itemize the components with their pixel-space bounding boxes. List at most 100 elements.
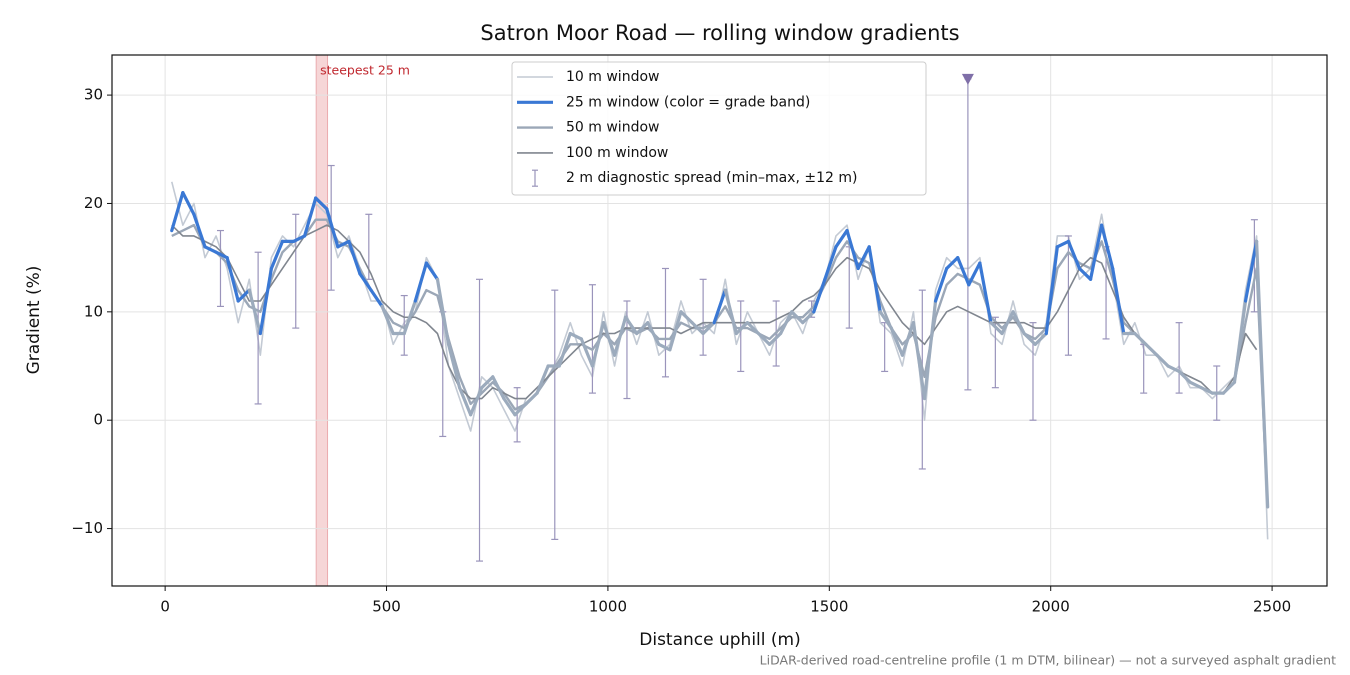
y-tick-label: 20 (84, 194, 103, 212)
legend-label: 100 m window (566, 145, 668, 161)
band-segment (889, 326, 904, 357)
band-segment (446, 342, 462, 390)
band-segment (502, 396, 517, 417)
band-segment (734, 321, 749, 336)
band-segment (457, 386, 473, 417)
band-segment (325, 207, 340, 249)
error-bar (1140, 343, 1148, 394)
band-segment (170, 191, 185, 233)
band-segment (469, 386, 484, 417)
span-label: steepest 25 m (320, 63, 410, 78)
band-segment (1243, 239, 1259, 303)
band-segment (435, 277, 451, 346)
band-segment (922, 299, 938, 401)
band-segment (568, 331, 583, 341)
band-segment (989, 321, 1004, 336)
band-segment (1033, 331, 1048, 346)
band-segment (1077, 266, 1093, 281)
band-segment (347, 239, 362, 276)
band-segment (723, 288, 738, 336)
error-bar (737, 300, 745, 373)
band-segment (1100, 223, 1115, 271)
band-segment (668, 310, 683, 352)
band-segment (1166, 364, 1181, 374)
band-segment (967, 261, 982, 287)
band-segment (635, 321, 650, 336)
band-segment (480, 375, 495, 390)
band-segment (1199, 386, 1214, 395)
band-segment (756, 331, 772, 346)
y-tick-label: −10 (71, 519, 103, 537)
band-segment (369, 288, 384, 309)
band-segment (314, 196, 329, 211)
band-segment (590, 321, 606, 368)
band-segment (557, 331, 572, 368)
band-segment (1111, 266, 1126, 336)
band-segment (856, 245, 871, 271)
band-segment (790, 310, 805, 325)
band-segment (225, 256, 240, 303)
band-segment (812, 277, 827, 314)
band-segment (181, 191, 196, 216)
legend-label: 50 m window (566, 120, 659, 136)
x-tick-label: 2500 (1253, 598, 1291, 616)
y-axis-label: Gradient (%) (24, 266, 44, 375)
band-segment (1022, 331, 1037, 346)
band-segment (834, 228, 849, 249)
error-bar (699, 278, 707, 356)
band-segment (413, 261, 428, 303)
band-segment (247, 288, 262, 336)
legend-label: 25 m window (color = grade band) (566, 94, 810, 110)
band-segment (878, 310, 893, 330)
band-segment (535, 364, 550, 395)
x-tick-label: 1000 (589, 598, 627, 616)
error-bar (551, 289, 559, 541)
highlight-span (315, 54, 329, 587)
band-segment (203, 245, 218, 254)
band-segment (1232, 299, 1248, 384)
band-segment (258, 266, 274, 336)
error-bar (476, 278, 484, 562)
band-segment (978, 261, 993, 325)
band-segment (402, 299, 417, 336)
x-tick-label: 0 (160, 598, 170, 616)
legend: 10 m window 25 m window (color = grade ba… (511, 61, 927, 196)
error-bar (964, 78, 972, 391)
band-segment (358, 272, 373, 292)
spike-marker (961, 73, 974, 85)
band-segment (690, 321, 705, 336)
band-segment (601, 321, 617, 357)
band-segment (767, 331, 783, 346)
band-segment (513, 402, 528, 417)
band-segment (1055, 239, 1071, 249)
band-segment (945, 256, 960, 271)
band-segment (801, 310, 816, 325)
error-bar (292, 213, 300, 329)
band-segment (779, 310, 794, 336)
band-segment (646, 321, 661, 346)
y-tick-label: 30 (84, 86, 103, 104)
error-bar (661, 267, 669, 378)
band-segment (956, 256, 971, 287)
plot-frame (111, 54, 1328, 587)
band-segment (491, 375, 506, 401)
band-segment (1000, 310, 1015, 336)
legend-label: 10 m window (566, 69, 659, 85)
band-segment (192, 212, 207, 249)
band-segment (1144, 342, 1159, 357)
error-bar (1250, 219, 1258, 313)
band-segment (1133, 331, 1148, 346)
band-segment (380, 304, 395, 336)
band-segment (303, 196, 318, 238)
band-segment (1066, 239, 1082, 271)
band-segment (579, 337, 595, 368)
error-bar (216, 229, 224, 308)
band-segment (1221, 380, 1237, 395)
band-segment (845, 228, 860, 271)
x-tick-label: 1500 (810, 598, 848, 616)
band-segment (214, 250, 229, 260)
x-tick-label: 500 (372, 598, 401, 616)
band-segment (1177, 369, 1192, 384)
